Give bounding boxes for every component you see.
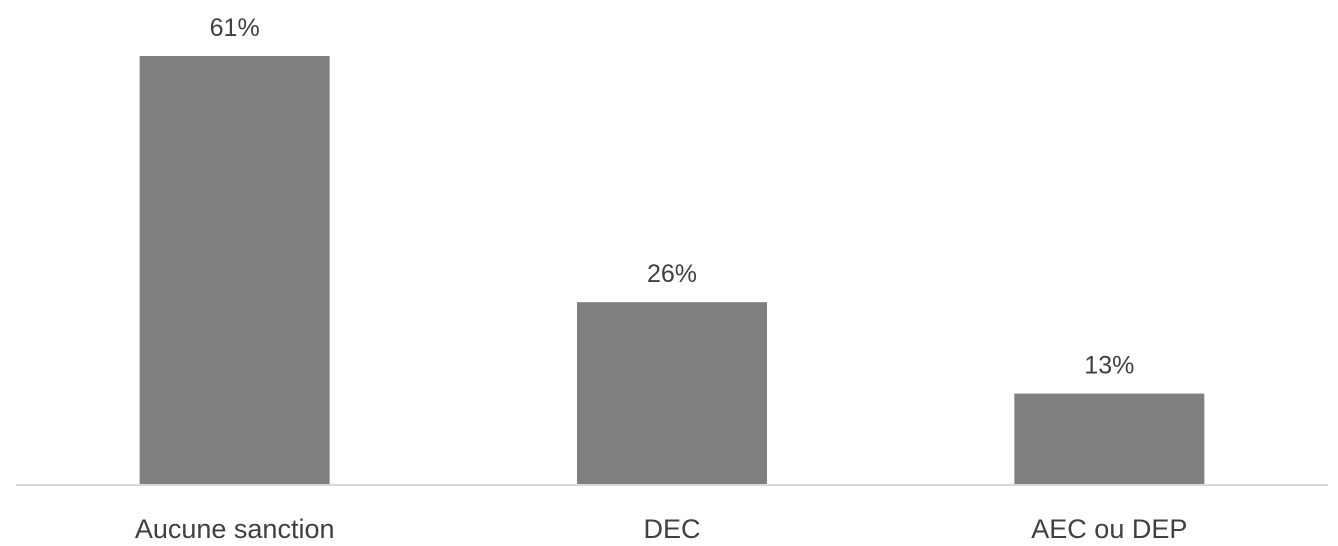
value-labels-group: 61% 26% 13% [210, 14, 1135, 380]
bar-1 [577, 302, 767, 485]
value-label-2: 13% [1084, 352, 1134, 380]
bars-group [139, 56, 1205, 485]
category-label-0: Aucune sanction [135, 514, 335, 544]
value-label-0: 61% [210, 14, 260, 42]
category-label-1: DEC [643, 514, 700, 544]
bar-2 [1014, 393, 1205, 485]
bar-0 [139, 56, 330, 485]
value-label-1: 26% [647, 260, 697, 288]
category-label-2: AEC ou DEP [1031, 514, 1187, 544]
category-labels-group: Aucune sanction DEC AEC ou DEP [135, 514, 1188, 544]
